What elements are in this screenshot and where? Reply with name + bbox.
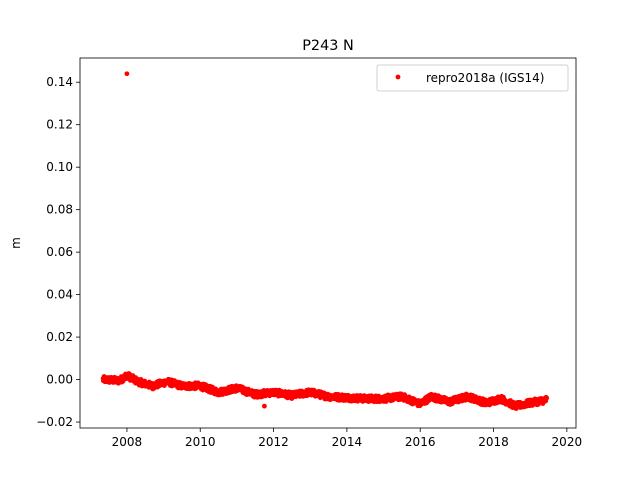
x-tick-label: 2016 xyxy=(405,435,436,449)
y-tick-label: 0.00 xyxy=(46,373,73,387)
y-tick-label: 0.08 xyxy=(46,203,73,217)
chart-title: P243 N xyxy=(302,38,354,54)
data-point-outlier xyxy=(124,71,130,77)
y-axis-label: m xyxy=(9,237,23,249)
data-point xyxy=(544,395,550,401)
plot-frame xyxy=(79,57,577,429)
y-tick-label: 0.06 xyxy=(46,245,73,259)
data-point-outlier xyxy=(262,403,267,409)
x-tick-label: 2018 xyxy=(478,435,509,449)
plot-area xyxy=(100,71,550,412)
y-tick-label: 0.12 xyxy=(46,118,73,132)
y-tick-label: 0.14 xyxy=(46,75,73,89)
legend-marker xyxy=(395,74,401,80)
y-tick-label: −0.02 xyxy=(36,415,73,429)
axis-ticks: 2008 2010 2012 2014 2016 2018 2020 −0.02 0.00 0.0… xyxy=(36,75,582,449)
x-tick-label: 2020 xyxy=(552,435,583,449)
x-tick-label: 2014 xyxy=(332,435,363,449)
x-tick-label: 2008 xyxy=(112,435,143,449)
legend-label: repro2018a (IGS14) xyxy=(426,71,544,85)
y-tick-label: 0.04 xyxy=(46,288,73,302)
y-tick-label: 0.02 xyxy=(46,330,73,344)
legend-box xyxy=(376,64,569,92)
legend: repro2018a (IGS14) xyxy=(376,64,569,92)
x-tick-label: 2012 xyxy=(258,435,289,449)
x-tick-label: 2010 xyxy=(185,435,216,449)
y-tick-label: 0.10 xyxy=(46,160,73,174)
